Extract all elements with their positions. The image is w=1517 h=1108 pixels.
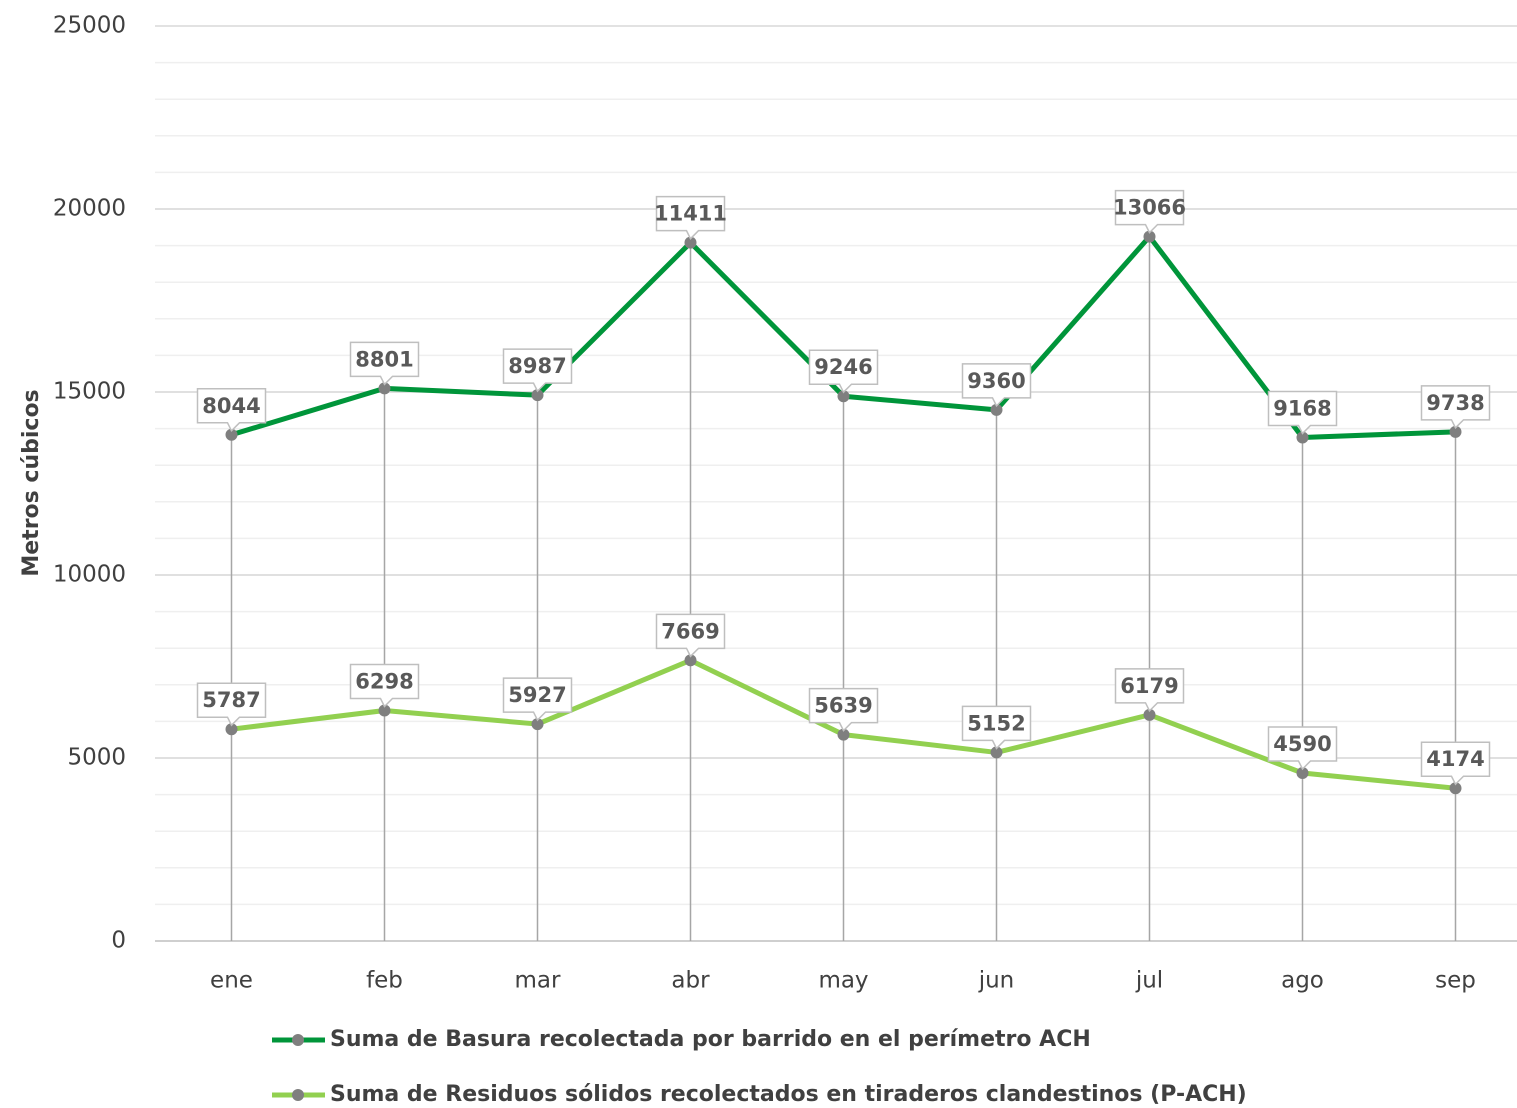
data-label-box xyxy=(1114,189,1185,234)
marker xyxy=(837,390,850,403)
x-tick-label: feb xyxy=(366,968,403,994)
marker xyxy=(684,236,697,249)
marker xyxy=(837,728,850,741)
data-label-box xyxy=(655,195,726,240)
marker xyxy=(1143,230,1156,243)
y-tick-label: 10000 xyxy=(53,562,126,588)
data-label: 4590 xyxy=(1273,732,1331,756)
marker xyxy=(684,654,697,667)
data-label-box xyxy=(349,663,420,708)
marker xyxy=(531,389,544,402)
data-label-box xyxy=(1267,726,1338,771)
data-label: 9738 xyxy=(1426,391,1484,415)
data-label-box xyxy=(1420,385,1491,430)
y-tick-label: 15000 xyxy=(53,379,126,405)
data-label: 5787 xyxy=(202,688,260,712)
data-label-box xyxy=(196,388,267,433)
data-label: 4174 xyxy=(1426,747,1484,771)
y-tick-label: 20000 xyxy=(53,196,126,222)
data-label-box xyxy=(961,705,1032,750)
data-label: 5152 xyxy=(967,711,1025,735)
x-tick-label: abr xyxy=(671,968,710,994)
marker xyxy=(1143,708,1156,721)
marker xyxy=(225,723,238,736)
data-label: 8044 xyxy=(202,394,260,418)
x-tick-label: ene xyxy=(210,968,253,994)
y-tick-label: 25000 xyxy=(53,13,126,39)
legend-label: Suma de Residuos sólidos recolectados en… xyxy=(330,1082,1247,1107)
marker xyxy=(990,746,1003,759)
data-label-box xyxy=(961,363,1032,408)
data-label: 9360 xyxy=(967,369,1025,393)
marker xyxy=(378,382,391,395)
y-tick-label: 0 xyxy=(111,928,126,954)
marker xyxy=(1449,425,1462,438)
x-tick-label: jul xyxy=(1135,968,1163,994)
data-label-box xyxy=(1420,741,1491,786)
data-label: 8987 xyxy=(508,354,566,378)
data-label-box xyxy=(1114,668,1185,713)
legend-marker xyxy=(292,1034,304,1046)
legend-label: Suma de Basura recolectada por barrido e… xyxy=(330,1027,1091,1052)
data-label: 9168 xyxy=(1273,396,1331,420)
data-label-box xyxy=(196,682,267,727)
data-label: 5639 xyxy=(814,694,872,718)
data-label: 6298 xyxy=(355,669,413,693)
x-tick-label: may xyxy=(818,968,868,994)
marker xyxy=(378,704,391,717)
data-label: 11411 xyxy=(654,202,727,226)
x-tick-label: mar xyxy=(515,968,561,994)
marker xyxy=(990,403,1003,416)
data-label: 9246 xyxy=(814,355,872,379)
marker xyxy=(225,428,238,441)
data-label-box xyxy=(655,613,726,658)
y-tick-label: 5000 xyxy=(67,745,126,771)
data-label-box xyxy=(502,677,573,722)
legend-marker xyxy=(292,1089,304,1101)
marker xyxy=(1296,431,1309,444)
x-tick-label: jun xyxy=(978,968,1015,994)
data-label: 7669 xyxy=(661,619,719,643)
data-label-box xyxy=(502,348,573,393)
data-label-box xyxy=(349,341,420,386)
marker xyxy=(1296,767,1309,780)
marker xyxy=(531,718,544,731)
data-label-box xyxy=(1267,390,1338,435)
marker xyxy=(1449,782,1462,795)
data-label-box xyxy=(808,349,879,394)
y-axis-label: Metros cúbicos xyxy=(19,389,44,576)
data-label-box xyxy=(808,687,879,732)
x-tick-label: ago xyxy=(1281,968,1324,994)
data-label: 5927 xyxy=(508,683,566,707)
data-label: 6179 xyxy=(1120,674,1178,698)
data-label: 13066 xyxy=(1113,196,1186,220)
x-tick-label: sep xyxy=(1435,968,1476,994)
data-label: 8801 xyxy=(355,347,413,371)
